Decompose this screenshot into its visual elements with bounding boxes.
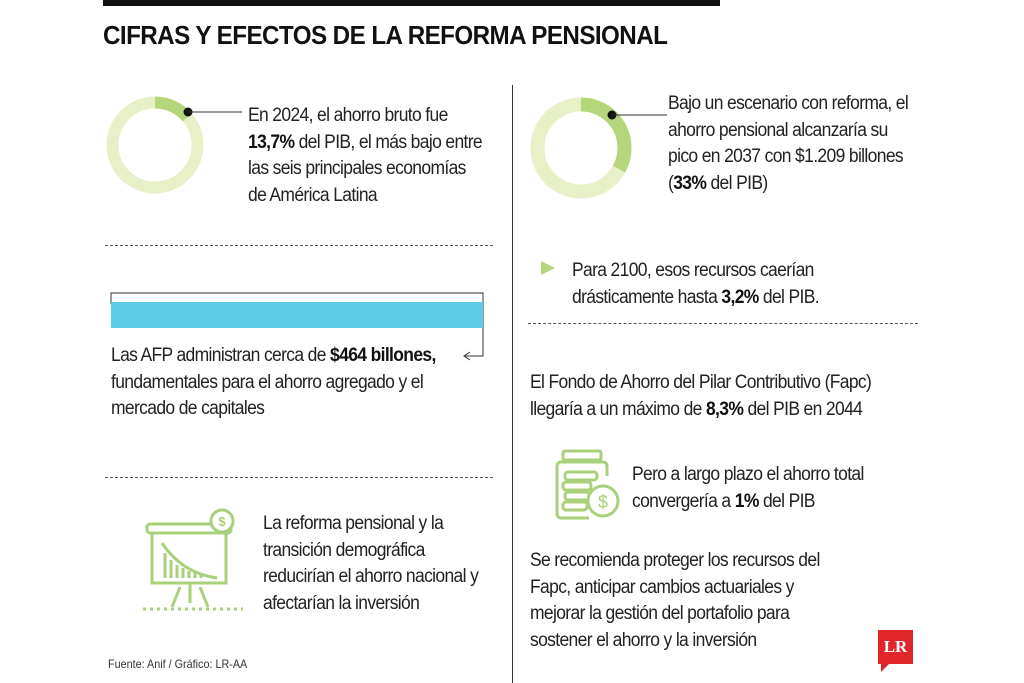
page-title: CIFRAS Y EFECTOS DE LA REFORMA PENSIONAL bbox=[103, 20, 668, 50]
reform-effect-text: La reforma pensional y la transición dem… bbox=[263, 513, 479, 614]
afp-bar bbox=[110, 292, 484, 361]
afp-text: Las AFP administran cerca de $464 billon… bbox=[111, 345, 436, 419]
recommendation-text: Se recomienda proteger los recursos del … bbox=[530, 550, 820, 651]
declining-chart-icon: $ bbox=[143, 508, 243, 611]
donut-segment bbox=[106, 96, 204, 194]
column-divider bbox=[512, 85, 513, 683]
divider bbox=[105, 477, 493, 478]
bar-fill bbox=[111, 302, 483, 328]
lr-logo: LR bbox=[878, 630, 913, 672]
long-term-text: Pero a largo plazo el ahorro total conve… bbox=[632, 464, 864, 512]
savings-2024-text: En 2024, el ahorro bruto fue 13,7% del P… bbox=[248, 105, 483, 206]
source-note: Fuente: Anif / Gráfico: LR-AA bbox=[108, 657, 248, 671]
arrow-left-icon bbox=[463, 351, 471, 361]
donut-segment bbox=[530, 97, 632, 199]
svg-text:$: $ bbox=[598, 492, 608, 512]
divider bbox=[528, 323, 918, 324]
top-bar bbox=[103, 0, 720, 6]
drop-text: Para 2100, esos recursos caerían drástic… bbox=[572, 260, 820, 308]
coins-jar-icon: $ bbox=[555, 449, 620, 520]
svg-text:$: $ bbox=[218, 514, 226, 529]
peak-text: Bajo un escenario con reforma, el ahorro… bbox=[668, 93, 909, 194]
fapc-text: El Fondo de Ahorro del Pilar Contributiv… bbox=[530, 372, 872, 420]
divider bbox=[105, 245, 493, 246]
donut-chart-savings-2024 bbox=[106, 96, 242, 194]
donut-chart-peak-2037 bbox=[530, 97, 667, 199]
triangle-bullet-icon bbox=[541, 261, 555, 275]
